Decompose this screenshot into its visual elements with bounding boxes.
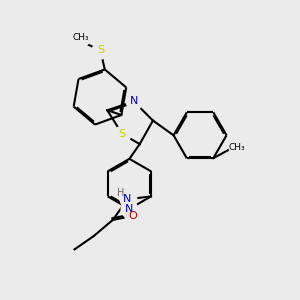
Text: N: N: [130, 96, 138, 106]
Text: S: S: [118, 129, 126, 139]
Text: N: N: [125, 204, 134, 214]
Text: S: S: [97, 45, 104, 55]
Text: N: N: [123, 194, 132, 204]
Text: CH₃: CH₃: [73, 33, 90, 42]
Text: H: H: [117, 188, 125, 198]
Text: O: O: [128, 211, 137, 220]
Text: CH₃: CH₃: [229, 142, 245, 152]
